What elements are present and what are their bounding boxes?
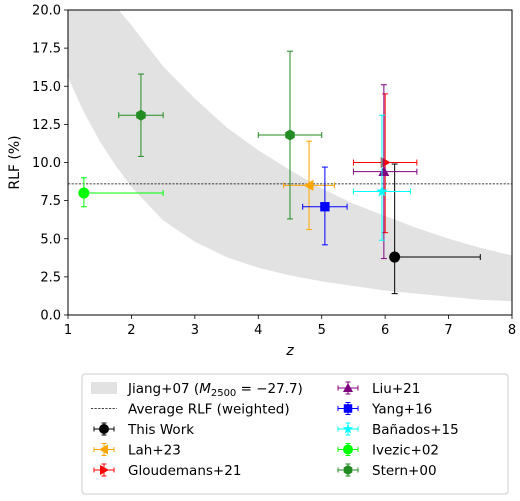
data-point: [389, 163, 481, 295]
data-marker: [78, 187, 90, 199]
data-marker: [99, 444, 108, 455]
legend: Jiang+07 (M2500 = −27.7) Average RLF (wei…: [81, 373, 509, 495]
data-marker: [380, 157, 391, 168]
data-point: [352, 84, 418, 260]
legend-item: Liu+21: [337, 381, 420, 397]
x-tick-label: 1: [64, 323, 72, 338]
y-tick-label: 2.5: [40, 270, 61, 285]
data-point: [118, 73, 164, 157]
legend-marker: [93, 463, 115, 477]
y-tick-label: 10.0: [32, 156, 61, 171]
y-tick-label: 17.5: [32, 42, 61, 57]
legend-label: Lah+23: [128, 443, 181, 459]
legend-swatch-band: [91, 382, 117, 394]
y-tick-label: 15.0: [32, 80, 61, 95]
legend-marker: [93, 443, 115, 456]
data-marker: [136, 109, 146, 121]
data-marker: [100, 465, 109, 475]
x-tick-label: 3: [191, 323, 199, 338]
y-tick-label: 0.0: [40, 309, 61, 324]
legend-item: Jiang+07 (M2500 = −27.7): [91, 381, 303, 399]
x-axis-label: z: [285, 343, 294, 359]
plot-area: [68, 10, 512, 302]
data-marker: [342, 423, 354, 434]
data-marker: [99, 424, 109, 434]
axes: 1 2 3 4 5 6 7 8 0.0 2.5 5.0 7.5 10.0 12.5 15.0 17.5 20.0…: [7, 4, 516, 360]
legend-label: Average RLF (weighted): [128, 402, 290, 418]
data-marker: [376, 185, 388, 197]
data-point: [302, 166, 348, 246]
data-point: [352, 93, 418, 234]
legend-marker: [337, 381, 359, 395]
legend-item: Bañados+15: [337, 422, 459, 438]
data-point: [257, 50, 323, 220]
jiang-band: [68, 10, 512, 302]
data-marker: [320, 202, 330, 212]
legend-label: This Work: [127, 422, 194, 438]
data-marker: [343, 444, 353, 455]
y-tick-label: 12.5: [32, 118, 61, 133]
y-tick-label: 20.0: [32, 4, 61, 19]
y-tick-label: 5.0: [40, 232, 61, 247]
legend-label: Ivezic+02: [372, 443, 439, 459]
data-marker: [343, 465, 353, 475]
legend-label: Gloudemans+21: [128, 463, 241, 479]
plot-content: [68, 10, 512, 302]
data-marker: [343, 404, 353, 413]
data-point: [283, 140, 335, 231]
legend-marker: [337, 402, 359, 415]
legend-label: Yang+16: [371, 402, 432, 418]
x-tick-label: 7: [444, 323, 452, 338]
legend-marker: [337, 443, 359, 456]
legend-marker: [337, 463, 359, 477]
x-tick-label: 5: [318, 323, 326, 338]
legend-label: Jiang+07 (M2500 = −27.7): [127, 381, 303, 399]
data-point: [78, 177, 164, 208]
x-tick-label: 2: [127, 323, 135, 338]
legend-item: This Work: [93, 422, 194, 438]
legend-label: Bañados+15: [372, 422, 459, 438]
x-tick-label: 8: [508, 323, 516, 338]
legend-marker: [337, 422, 359, 436]
y-tick-label: 7.5: [40, 194, 61, 209]
data-marker: [378, 166, 390, 177]
data-point: [352, 114, 412, 241]
legend-item: Gloudemans+21: [93, 463, 241, 479]
y-axis-label: RLF (%): [7, 135, 23, 189]
data-marker: [343, 383, 353, 392]
x-tick-label: 6: [381, 323, 389, 338]
legend-item: Average RLF (weighted): [91, 402, 290, 418]
legend-marker: [93, 422, 115, 436]
legend-item: Yang+16: [337, 402, 432, 418]
data-marker: [389, 251, 401, 263]
legend-item: Stern+00: [337, 463, 437, 479]
legend-label: Liu+21: [372, 381, 420, 397]
legend-box: [81, 373, 509, 495]
legend-item: Ivezic+02: [337, 443, 439, 459]
data-marker: [303, 179, 314, 191]
data-marker: [285, 129, 295, 141]
x-tick-label: 4: [254, 323, 262, 338]
legend-item: Lah+23: [93, 443, 181, 459]
legend-label: Stern+00: [372, 463, 437, 479]
